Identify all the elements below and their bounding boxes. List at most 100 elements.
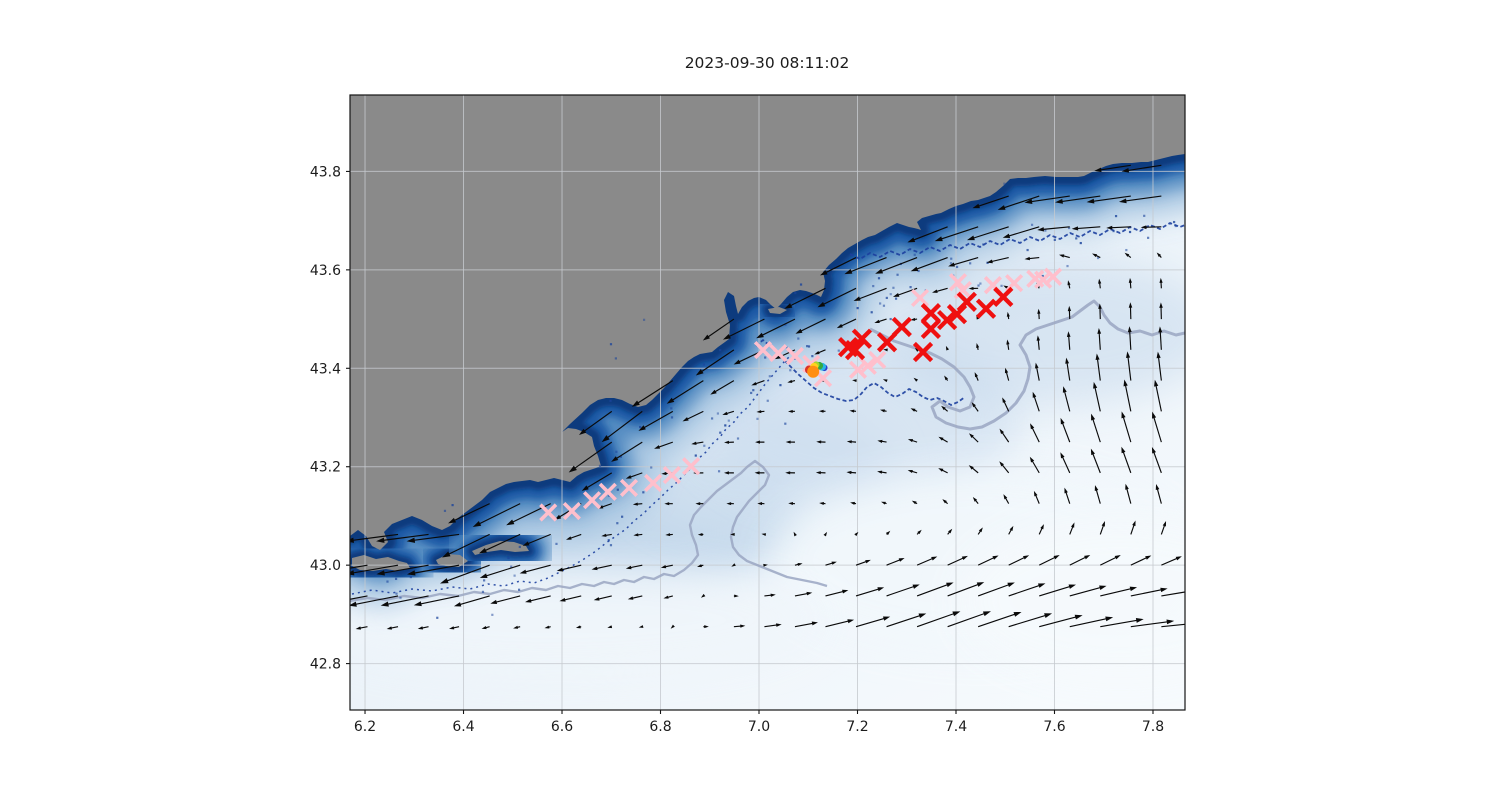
- current-arrow-head: [763, 563, 768, 567]
- current-arrow-head: [785, 440, 791, 444]
- current-arrow-head: [1003, 494, 1008, 500]
- current-arrow-head: [1036, 335, 1041, 341]
- field-speckle: [716, 412, 719, 415]
- current-arrow-head: [638, 625, 644, 628]
- current-arrow-shaft: [1157, 354, 1162, 381]
- current-arrow-shaft: [913, 257, 948, 271]
- current-arrow-head: [945, 345, 950, 351]
- current-arrow-head: [850, 501, 855, 505]
- current-arrow-head: [1086, 198, 1095, 204]
- current-arrow-shaft: [1039, 585, 1073, 597]
- current-arrow-shaft: [1161, 556, 1180, 566]
- current-arrow-shaft: [350, 595, 368, 600]
- current-arrow-head: [559, 597, 566, 602]
- current-arrow-head: [976, 343, 980, 348]
- current-arrow-shaft: [1093, 384, 1101, 412]
- field-speckle: [491, 613, 494, 616]
- current-arrow-shaft: [847, 257, 887, 274]
- current-arrow-head: [1121, 446, 1126, 454]
- field-speckle: [1041, 274, 1044, 278]
- current-arrow-head: [877, 587, 885, 592]
- current-arrow-shaft: [1008, 613, 1049, 628]
- current-arrow-head: [1074, 614, 1083, 620]
- current-arrow-head: [1121, 168, 1130, 173]
- current-arrow-head: [881, 501, 886, 505]
- current-arrow-shaft: [977, 583, 1012, 597]
- current-arrow-shaft: [1152, 449, 1162, 474]
- marker-red-x: [937, 309, 958, 331]
- field-speckle: [1079, 241, 1082, 245]
- current-arrow-shaft: [947, 582, 982, 597]
- current-arrow-head: [1064, 487, 1068, 494]
- current-arrow-head: [682, 417, 689, 422]
- field-speckle: [703, 444, 706, 447]
- field-speckle: [1003, 182, 1006, 185]
- current-arrow-shaft: [839, 318, 857, 328]
- field-speckle: [870, 311, 873, 314]
- current-arrow-head: [882, 379, 888, 383]
- current-arrow-head: [877, 439, 883, 443]
- field-speckle: [879, 302, 882, 305]
- field-speckle: [794, 291, 797, 295]
- current-arrow-head: [793, 531, 797, 537]
- marker-red-x: [993, 286, 1014, 308]
- field-speckle: [609, 343, 613, 346]
- current-arrow-shaft: [410, 564, 460, 575]
- current-arrow-head: [670, 624, 675, 629]
- y-tick-label: 43.4: [310, 361, 341, 377]
- field-speckle: [1128, 230, 1132, 234]
- current-arrow-head: [968, 465, 974, 470]
- field-speckle: [950, 257, 953, 260]
- current-arrow-head: [847, 619, 855, 624]
- current-arrow-shaft: [1100, 619, 1141, 628]
- current-arrow-head: [448, 517, 457, 524]
- current-arrow-head: [565, 536, 572, 540]
- current-arrow-shaft: [684, 410, 704, 421]
- current-arrow-head: [844, 269, 853, 275]
- current-arrow-head: [865, 559, 871, 564]
- current-arrow-head: [948, 528, 953, 534]
- current-arrow-head: [380, 601, 389, 607]
- current-arrow-shaft: [1122, 195, 1162, 202]
- field-speckle: [896, 273, 899, 276]
- current-arrow-head: [1037, 227, 1045, 232]
- current-arrow-shaft: [417, 595, 460, 606]
- current-arrow-head: [740, 624, 746, 628]
- current-arrow-shaft: [938, 226, 979, 241]
- current-arrow-head: [776, 623, 782, 627]
- current-arrow-shaft: [1069, 555, 1088, 566]
- field-speckle: [607, 539, 610, 542]
- current-arrow-head: [1098, 278, 1102, 284]
- current-arrow-shaft: [1005, 226, 1040, 238]
- current-arrow-head: [892, 292, 900, 297]
- current-arrow-head: [1060, 417, 1065, 425]
- field-speckle: [768, 375, 771, 378]
- field-speckle: [719, 349, 722, 352]
- field-speckle: [736, 437, 740, 440]
- current-arrow-head: [442, 551, 451, 558]
- current-arrow-head: [912, 584, 920, 589]
- current-arrow-shaft: [1100, 555, 1119, 566]
- marker-pink-x: [662, 466, 681, 485]
- current-arrow-shaft: [916, 612, 957, 628]
- current-arrow-head: [1125, 483, 1129, 490]
- current-arrow-head: [785, 471, 791, 475]
- current-arrow-head: [875, 268, 884, 274]
- y-tick-label: 43.2: [310, 460, 341, 476]
- current-arrow-head: [611, 456, 619, 462]
- current-arrow-shaft: [1096, 356, 1101, 381]
- current-arrow-head: [846, 440, 852, 444]
- current-arrow-head: [811, 621, 818, 626]
- field-speckle: [889, 317, 892, 321]
- current-arrow-shaft: [482, 533, 521, 553]
- current-arrow-head: [898, 557, 905, 562]
- current-arrow-shaft: [1038, 555, 1058, 566]
- current-arrow-head: [997, 205, 1006, 210]
- current-arrow-head: [751, 381, 757, 386]
- current-arrow-head: [874, 319, 880, 323]
- x-tick-label: 6.2: [354, 719, 376, 735]
- current-arrow-head: [593, 597, 600, 601]
- field-speckle: [909, 286, 912, 289]
- current-arrow-head: [661, 471, 667, 476]
